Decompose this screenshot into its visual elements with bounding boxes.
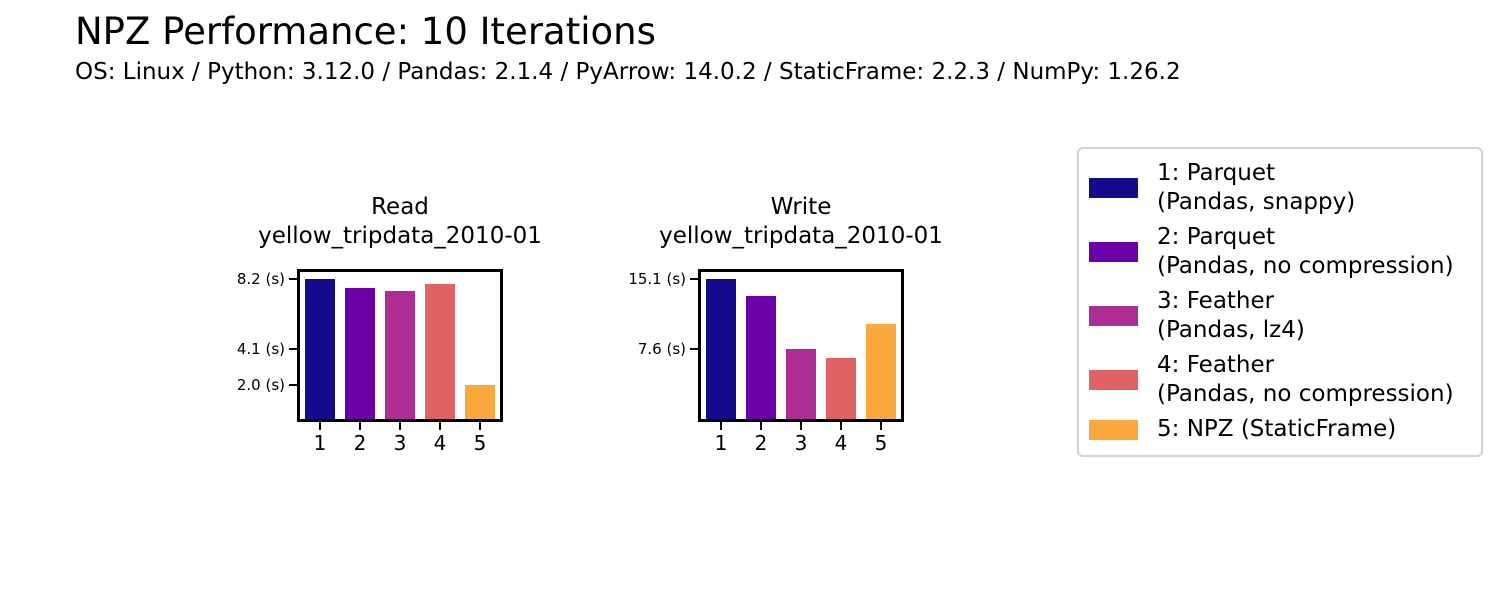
x-tick-label: 5 xyxy=(473,431,487,455)
legend-label-line2: (Pandas, no compression) xyxy=(1157,381,1454,407)
y-tick-label: 2.0 (s) xyxy=(236,375,285,394)
legend-label-line2: (Pandas, snappy) xyxy=(1157,189,1356,215)
legend: 1: Parquet (Pandas, snappy) 2: Parquet (… xyxy=(1077,147,1483,457)
y-tick-mark xyxy=(690,347,698,350)
chart-title-line2: yellow_tripdata_2010-01 xyxy=(659,223,943,249)
x-tick-mark xyxy=(319,422,321,430)
bar-series-1 xyxy=(305,279,335,419)
legend-label-line2: (Pandas, lz4) xyxy=(1157,317,1305,343)
bar-series-5 xyxy=(465,385,495,419)
plot-area xyxy=(698,269,904,422)
bar-series-1 xyxy=(706,279,736,419)
y-tick-label: 15.1 (s) xyxy=(628,270,686,289)
legend-label-line1: 2: Parquet xyxy=(1157,224,1276,250)
legend-label-line1: 1: Parquet xyxy=(1157,160,1276,186)
y-tick-mark xyxy=(690,278,698,281)
legend-label: 3: Feather (Pandas, lz4) xyxy=(1157,287,1305,345)
legend-label-line1: 5: NPZ (StaticFrame) xyxy=(1157,416,1397,442)
chart-title: Read yellow_tripdata_2010-01 xyxy=(220,193,580,251)
chart-title-line2: yellow_tripdata_2010-01 xyxy=(258,223,542,249)
x-tick-mark xyxy=(880,422,882,430)
legend-entry: 3: Feather (Pandas, lz4) xyxy=(1089,287,1467,345)
legend-swatch-parquet-snappy xyxy=(1089,178,1138,198)
bar-series-2 xyxy=(746,296,776,419)
x-tick-label: 2 xyxy=(353,431,367,455)
figure-title: NPZ Performance: 10 Iterations xyxy=(75,10,656,53)
x-tick-label: 2 xyxy=(754,431,768,455)
legend-swatch-parquet-nocomp xyxy=(1089,242,1138,262)
legend-entry: 1: Parquet (Pandas, snappy) xyxy=(1089,159,1467,217)
x-tick-label: 1 xyxy=(313,431,327,455)
legend-swatch-feather-nocomp xyxy=(1089,370,1138,390)
x-tick-mark xyxy=(720,422,722,430)
legend-label: 1: Parquet (Pandas, snappy) xyxy=(1157,159,1355,217)
x-tick-mark xyxy=(760,422,762,430)
y-tick-mark xyxy=(289,278,297,280)
bar-series-4 xyxy=(425,284,455,419)
bar-series-5 xyxy=(866,324,896,419)
legend-label-line1: 4: Feather xyxy=(1157,352,1275,378)
y-tick-mark xyxy=(289,383,297,386)
x-tick-label: 5 xyxy=(874,431,888,455)
legend-label-line2: (Pandas, no compression) xyxy=(1157,253,1454,279)
legend-entry: 5: NPZ (StaticFrame) xyxy=(1089,415,1467,444)
x-tick-mark xyxy=(359,422,361,430)
legend-entry: 2: Parquet (Pandas, no compression) xyxy=(1089,223,1467,281)
plot-area xyxy=(297,269,503,422)
x-tick-label: 3 xyxy=(794,431,808,455)
legend-swatch-npz-staticframe xyxy=(1089,419,1138,440)
chart-title: Write yellow_tripdata_2010-01 xyxy=(621,193,981,251)
legend-label: 5: NPZ (StaticFrame) xyxy=(1157,415,1396,444)
y-tick-label: 8.2 (s) xyxy=(236,270,285,288)
legend-swatch-feather-lz4 xyxy=(1089,306,1138,326)
x-tick-mark xyxy=(479,422,481,430)
x-tick-mark xyxy=(439,422,441,430)
y-tick-label: 7.6 (s) xyxy=(637,339,686,358)
x-tick-label: 3 xyxy=(393,431,407,455)
bar-series-3 xyxy=(786,349,816,419)
legend-entry: 4: Feather (Pandas, no compression) xyxy=(1089,351,1467,409)
legend-label: 2: Parquet (Pandas, no compression) xyxy=(1157,223,1454,281)
legend-label-line1: 3: Feather xyxy=(1157,288,1275,314)
x-tick-mark xyxy=(800,422,802,430)
x-tick-label: 4 xyxy=(433,431,447,455)
chart-title-line1: Write xyxy=(770,194,832,220)
chart-title-line1: Read xyxy=(371,194,429,220)
x-tick-label: 4 xyxy=(834,431,848,455)
bar-series-2 xyxy=(345,288,375,419)
x-tick-label: 1 xyxy=(714,431,728,455)
x-tick-mark xyxy=(840,422,842,430)
figure-subtitle: OS: Linux / Python: 3.12.0 / Pandas: 2.1… xyxy=(75,59,1181,85)
bar-series-3 xyxy=(385,291,415,419)
legend-label: 4: Feather (Pandas, no compression) xyxy=(1157,351,1454,409)
x-tick-mark xyxy=(399,422,401,430)
bar-series-4 xyxy=(826,358,856,419)
y-tick-label: 4.1 (s) xyxy=(236,340,285,358)
y-tick-mark xyxy=(289,348,297,350)
